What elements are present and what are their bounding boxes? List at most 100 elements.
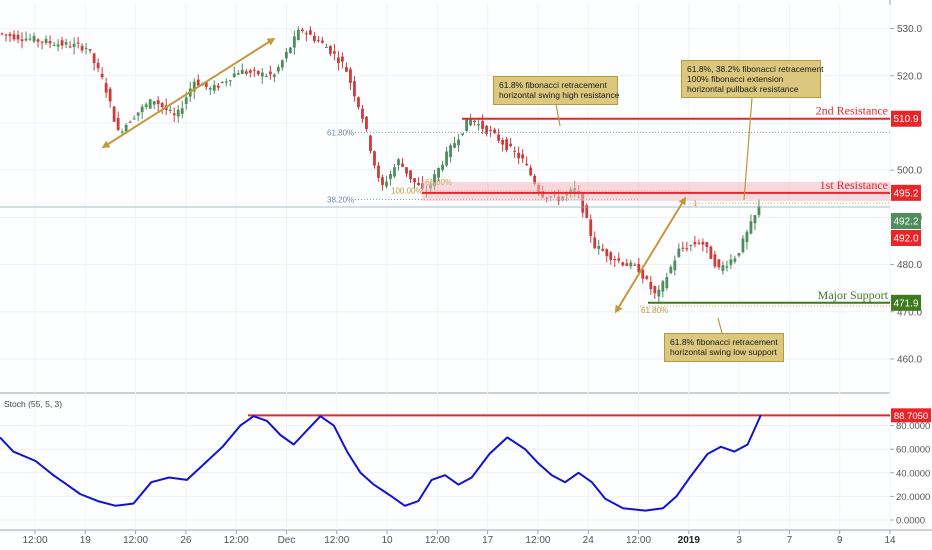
level-badge-value-3: 471.9 [893,298,918,309]
candle-body [160,102,164,108]
candle-body [341,56,344,62]
candle-body [300,29,304,32]
candle-body [461,133,464,135]
candle-body [288,47,292,53]
candle-body [345,67,348,72]
time-tick-label: 12:00 [224,535,249,546]
candle-body [96,62,100,69]
candle-body [705,242,709,247]
candle-body [333,51,336,54]
candle-body [329,45,332,54]
price-tick-label: 520.0 [897,71,922,82]
price-tick-label: 460.0 [897,354,922,365]
candle-body [697,242,701,244]
candle-body [112,106,116,122]
candle-body [641,269,645,279]
fib-label: 100.00% [391,186,423,195]
candle-body [369,135,372,152]
candle-body [525,163,529,166]
candle-body [493,129,497,133]
candle-body [76,42,80,44]
candle-body [729,259,733,265]
candle-body [120,131,124,133]
trend-arrow-2 [614,196,687,314]
time-tick-label: 24 [583,535,595,546]
candle-body [437,168,440,178]
annotation-pointer-1 [555,103,561,127]
candle-body [649,281,653,290]
candle-body [172,113,176,116]
stoch-tick-label: 80.0000 [896,421,930,432]
candle-body [489,130,493,132]
candle-body [713,254,717,267]
candle-body [220,81,224,83]
candle-body [316,40,320,42]
candle-body [361,108,364,119]
candle-body [445,151,448,166]
candle-body [453,143,456,148]
candle-body [184,97,188,104]
trend-arrow-1 [101,37,276,149]
candle-body [393,167,396,177]
level-label-2: 1st Resistance [820,178,888,192]
fib-label: 1 [693,199,698,208]
candle-body [72,43,76,47]
stoch-value-text: 88.7050 [894,411,928,422]
candle-body [212,84,216,91]
stoch-tick-label: 60.0000 [896,445,930,456]
candle-body [621,262,625,266]
price-tick-label: 480.0 [897,260,922,271]
candle-body [605,249,609,257]
candle-body [721,265,725,271]
candle-body [513,150,517,152]
time-tick-label: 7 [787,535,793,546]
candle-body [260,72,264,77]
candle-body [725,266,729,268]
candle-body [409,170,412,180]
candle-body [148,99,152,109]
annotation-pullback-resistance: 61.8%, 38.2% fibonacci retracement 100% … [681,60,824,98]
candle-body [625,263,629,266]
candle-body [413,178,416,183]
time-tick-label: 12:00 [22,535,47,546]
candle-body [597,245,601,249]
candle-body [501,139,505,145]
candle-body [757,206,761,216]
candle-body [108,88,112,102]
candle-body [48,41,52,44]
candle-body [737,253,741,256]
price-tick-label: 470.0 [897,307,922,318]
candle-body [481,121,485,129]
candle-body [84,48,88,50]
time-tick-label: 3 [736,535,742,546]
candle-body [24,38,28,41]
candle-body [741,238,745,253]
candle-body [601,248,605,251]
candle-body [517,152,521,159]
candle-body [20,39,24,41]
time-tick-label: Dec [278,535,296,546]
annotation-pointer-3 [717,317,723,334]
candle-body [653,286,657,294]
candle-body [353,81,356,97]
candle-body [349,69,352,83]
candle-body [669,266,673,274]
candle-body [304,33,308,35]
level-badge-1 [891,110,921,127]
candle-body [657,289,661,297]
candle-body [321,40,324,43]
price-tick-label: 500.0 [897,166,922,177]
candle-body [485,125,489,134]
candle-body [673,260,677,271]
candle-body [12,34,16,40]
candle-body [308,30,312,35]
candle-body [276,67,280,72]
candle-body [144,104,148,107]
candle-body [397,159,400,166]
candle-body [180,108,184,114]
candle-body [717,259,721,268]
resistance-zone [422,181,890,201]
candle-body [509,143,513,147]
candle-body [128,121,132,123]
level-badge-value-2: 495.2 [893,188,918,199]
